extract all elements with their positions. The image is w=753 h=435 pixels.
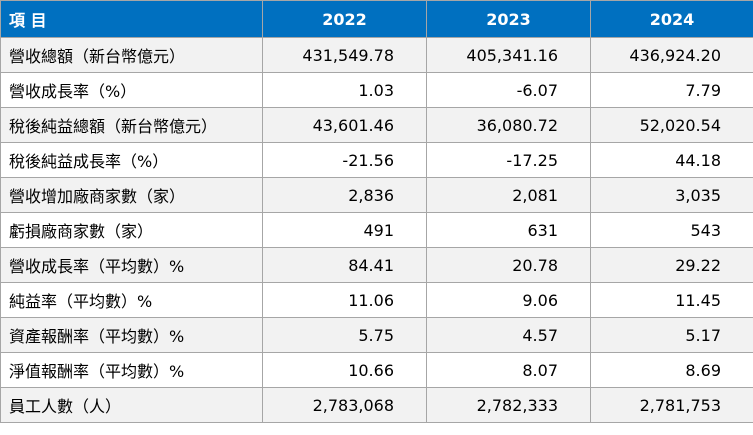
cell-value: 3,035 [590,177,753,213]
cell-value: 9.06 [426,282,591,318]
cell-value: -17.25 [426,142,591,178]
cell-value: 4.57 [426,317,591,353]
header-row: 項 目 2022 2023 2024 [0,0,753,38]
header-year-2023: 2023 [426,0,591,38]
cell-value: 43,601.46 [262,107,427,143]
cell-value: 36,080.72 [426,107,591,143]
table-body: 營收總額（新台幣億元） 431,549.78 405,341.16 436,92… [0,37,753,423]
cell-value: 5.75 [262,317,427,353]
cell-value: 11.06 [262,282,427,318]
table-row: 淨值報酬率（平均數）% 10.66 8.07 8.69 [0,352,753,388]
table-row: 員工人數（人） 2,783,068 2,782,333 2,781,753 [0,387,753,423]
cell-value: 491 [262,212,427,248]
table-row: 營收增加廠商家數（家） 2,836 2,081 3,035 [0,177,753,213]
table-row: 資產報酬率（平均數）% 5.75 4.57 5.17 [0,317,753,353]
table-row: 營收成長率（%） 1.03 -6.07 7.79 [0,72,753,108]
table-row: 營收總額（新台幣億元） 431,549.78 405,341.16 436,92… [0,37,753,73]
cell-value: 7.79 [590,72,753,108]
table-row: 稅後純益成長率（%） -21.56 -17.25 44.18 [0,142,753,178]
cell-value: 29.22 [590,247,753,283]
header-item: 項 目 [0,0,263,38]
cell-value: 2,836 [262,177,427,213]
row-label: 純益率（平均數）% [0,282,263,318]
table-row: 虧損廠商家數（家） 491 631 543 [0,212,753,248]
cell-value: 8.69 [590,352,753,388]
row-label: 營收增加廠商家數（家） [0,177,263,213]
cell-value: 84.41 [262,247,427,283]
cell-value: -6.07 [426,72,591,108]
row-label: 營收總額（新台幣億元） [0,37,263,73]
cell-value: 8.07 [426,352,591,388]
cell-value: 405,341.16 [426,37,591,73]
row-label: 營收成長率（%） [0,72,263,108]
row-label: 資產報酬率（平均數）% [0,317,263,353]
cell-value: 44.18 [590,142,753,178]
header-year-2022: 2022 [262,0,427,38]
table-row: 營收成長率（平均數）% 84.41 20.78 29.22 [0,247,753,283]
cell-value: 2,781,753 [590,387,753,423]
statistics-table: 項 目 2022 2023 2024 營收總額（新台幣億元） 431,549.7… [0,0,753,423]
table-header: 項 目 2022 2023 2024 [0,0,753,38]
cell-value: 2,783,068 [262,387,427,423]
cell-value: 631 [426,212,591,248]
cell-value: 52,020.54 [590,107,753,143]
cell-value: 5.17 [590,317,753,353]
cell-value: 436,924.20 [590,37,753,73]
cell-value: -21.56 [262,142,427,178]
cell-value: 20.78 [426,247,591,283]
row-label: 稅後純益成長率（%） [0,142,263,178]
cell-value: 2,782,333 [426,387,591,423]
row-label: 淨值報酬率（平均數）% [0,352,263,388]
row-label: 營收成長率（平均數）% [0,247,263,283]
row-label: 員工人數（人） [0,387,263,423]
table-row: 稅後純益總額（新台幣億元） 43,601.46 36,080.72 52,020… [0,107,753,143]
cell-value: 10.66 [262,352,427,388]
row-label: 虧損廠商家數（家） [0,212,263,248]
row-label: 稅後純益總額（新台幣億元） [0,107,263,143]
table-row: 純益率（平均數）% 11.06 9.06 11.45 [0,282,753,318]
cell-value: 1.03 [262,72,427,108]
cell-value: 543 [590,212,753,248]
cell-value: 11.45 [590,282,753,318]
cell-value: 2,081 [426,177,591,213]
cell-value: 431,549.78 [262,37,427,73]
header-year-2024: 2024 [590,0,753,38]
